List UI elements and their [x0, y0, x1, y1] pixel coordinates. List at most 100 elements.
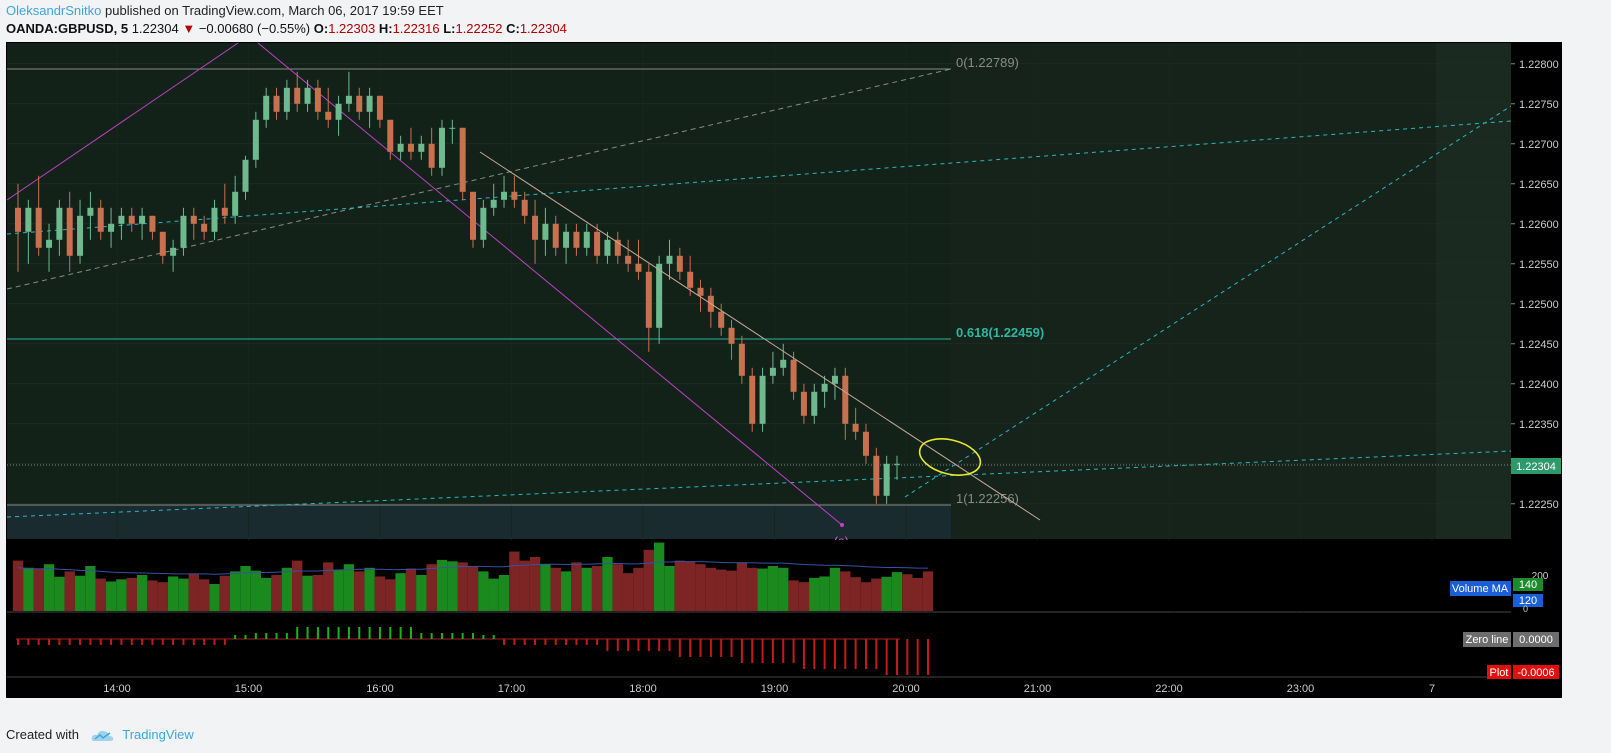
candle-body: [563, 231, 570, 248]
oscillator-bar: [58, 639, 61, 645]
oscillator-bar: [68, 639, 71, 645]
oscillator-bars: [17, 627, 930, 675]
volume-value: 120: [1519, 595, 1537, 607]
candle-body: [87, 207, 94, 216]
oscillator-bar: [316, 627, 319, 639]
oscillator-bar: [141, 639, 144, 645]
volume-bar: [488, 578, 499, 611]
volume-bar: [447, 561, 458, 611]
candle-body: [25, 207, 32, 232]
candle-body: [521, 199, 528, 216]
oscillator-bar: [885, 639, 888, 675]
candle-body: [573, 231, 580, 248]
candle-body: [356, 95, 363, 112]
candle-body: [118, 215, 125, 224]
cyan-dashed-upper-line: [6, 120, 1512, 235]
plot-tag: [1487, 665, 1511, 679]
volume-bar: [633, 567, 644, 611]
y-tick-label: 1.22800: [1519, 59, 1559, 71]
high-value: 1.22316: [392, 21, 440, 36]
volume-bar: [374, 576, 386, 611]
volume-tick-200: 200: [1532, 571, 1549, 582]
volume-bar: [591, 566, 603, 611]
volume-bar: [416, 575, 427, 611]
oscillator-bar: [565, 639, 568, 645]
price-change: −0.00680 (−0.55%): [198, 21, 311, 36]
oscillator-bar: [751, 639, 754, 663]
candle-body: [242, 159, 249, 192]
volume-bar: [809, 577, 820, 611]
volume-value-tag: [1513, 594, 1543, 607]
oscillator-bar: [709, 639, 712, 657]
oscillator-bar: [492, 635, 495, 639]
symbol-name: OANDA:GBPUSD, 5: [6, 21, 129, 36]
candle-body: [666, 255, 673, 264]
oscillator-bar: [254, 633, 257, 639]
zero-line-label: Zero line: [1466, 634, 1509, 646]
oscillator-bar: [151, 639, 154, 645]
volume-bar: [736, 562, 748, 611]
oscillator-bar: [110, 639, 113, 645]
volume-bar: [198, 579, 210, 611]
tradingview-cloud-icon: [91, 730, 113, 741]
volume-ma-value-tag: [1513, 578, 1543, 591]
candle-body: [769, 367, 776, 376]
volume-bar: [860, 582, 872, 611]
x-tick-label: 18:00: [629, 683, 657, 695]
oscillator-bar: [409, 627, 412, 639]
volume-bars: [12, 542, 934, 611]
volume-bar: [385, 579, 396, 611]
volume-bar: [33, 568, 44, 611]
candle-body: [128, 215, 135, 224]
volume-bar: [302, 575, 313, 611]
oscillator-bar: [585, 639, 588, 645]
candle-body: [35, 207, 42, 248]
volume-bar: [323, 562, 334, 611]
x-tick-label: 20:00: [892, 683, 920, 695]
volume-bar: [922, 571, 934, 611]
volume-bar: [467, 566, 479, 611]
x-tick-label: 15:00: [235, 683, 263, 695]
candle-body: [645, 271, 652, 328]
zero-line-tag: [1463, 632, 1511, 647]
symbol-bar: OANDA:GBPUSD, 5 1.22304 ▼ −0.00680 (−0.5…: [6, 21, 567, 36]
fib-label-618: 0.618(1.22459): [956, 325, 1044, 340]
candle-body: [97, 207, 104, 232]
candle-body: [583, 231, 590, 248]
grid: [7, 43, 1511, 677]
oscillator-bar: [844, 639, 847, 669]
close-value: 1.22304: [519, 21, 567, 36]
oscillator-bar: [906, 639, 909, 675]
oscillator-bar: [616, 639, 619, 651]
volume-bar: [12, 560, 24, 611]
y-tick-label: 1.22500: [1519, 299, 1559, 311]
candle-body: [304, 87, 311, 104]
high-label: H:: [378, 21, 393, 36]
tradingview-brand[interactable]: TradingView: [122, 727, 194, 742]
oscillator-bar: [275, 633, 278, 639]
oscillator-bar: [378, 627, 381, 639]
author-link[interactable]: OleksandrSnitko: [6, 3, 102, 18]
oscillator-pane[interactable]: [7, 613, 1511, 677]
volume-bar: [850, 577, 861, 611]
volume-bar: [105, 581, 117, 611]
volume-bar: [747, 567, 758, 611]
volume-bar: [188, 573, 199, 611]
plot-label: Plot: [1490, 667, 1509, 679]
volume-bar: [395, 573, 406, 611]
candle-body: [552, 223, 559, 248]
candle-body: [676, 255, 683, 272]
cyan-dashed-projection: [904, 105, 1512, 498]
current-price-tag: [1511, 458, 1561, 474]
volume-bar: [571, 562, 582, 611]
oscillator-bar: [647, 639, 650, 651]
volume-bar: [157, 582, 168, 611]
oscillator-bar: [596, 639, 599, 645]
oscillator-bar: [833, 639, 836, 669]
candle-body: [490, 199, 497, 208]
y-tick-label: 1.22350: [1519, 419, 1559, 431]
candle-body: [842, 375, 849, 424]
candle-body: [376, 95, 383, 120]
oscillator-bar: [213, 639, 216, 645]
